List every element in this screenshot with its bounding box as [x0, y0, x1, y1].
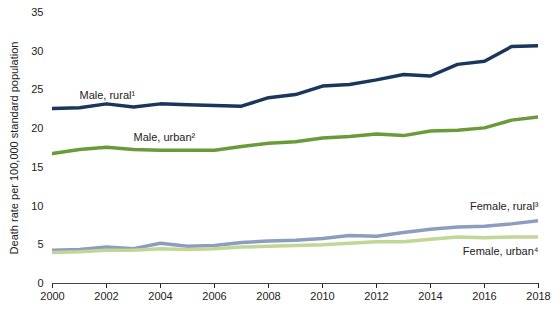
- svg-text:2018: 2018: [526, 290, 550, 302]
- svg-text:2012: 2012: [364, 290, 388, 302]
- svg-text:Female, urban⁴: Female, urban⁴: [463, 245, 539, 257]
- svg-text:2006: 2006: [202, 290, 226, 302]
- svg-text:0: 0: [37, 277, 43, 289]
- svg-text:Female, rural³: Female, rural³: [470, 200, 539, 212]
- svg-text:Male, rural¹: Male, rural¹: [80, 89, 136, 101]
- svg-text:25: 25: [31, 83, 43, 95]
- svg-text:2002: 2002: [94, 290, 118, 302]
- svg-text:2008: 2008: [256, 290, 280, 302]
- svg-text:15: 15: [31, 161, 43, 173]
- svg-text:2004: 2004: [148, 290, 172, 302]
- svg-text:30: 30: [31, 45, 43, 57]
- svg-text:20: 20: [31, 122, 43, 134]
- svg-text:35: 35: [31, 6, 43, 18]
- svg-text:2010: 2010: [310, 290, 334, 302]
- svg-text:10: 10: [31, 200, 43, 212]
- svg-text:Death rate per 100,000 standar: Death rate per 100,000 standard populati…: [8, 42, 20, 255]
- svg-text:Male, urban²: Male, urban²: [134, 131, 196, 143]
- svg-text:5: 5: [37, 238, 43, 250]
- svg-text:2014: 2014: [418, 290, 442, 302]
- svg-text:2016: 2016: [472, 290, 496, 302]
- svg-text:2000: 2000: [40, 290, 64, 302]
